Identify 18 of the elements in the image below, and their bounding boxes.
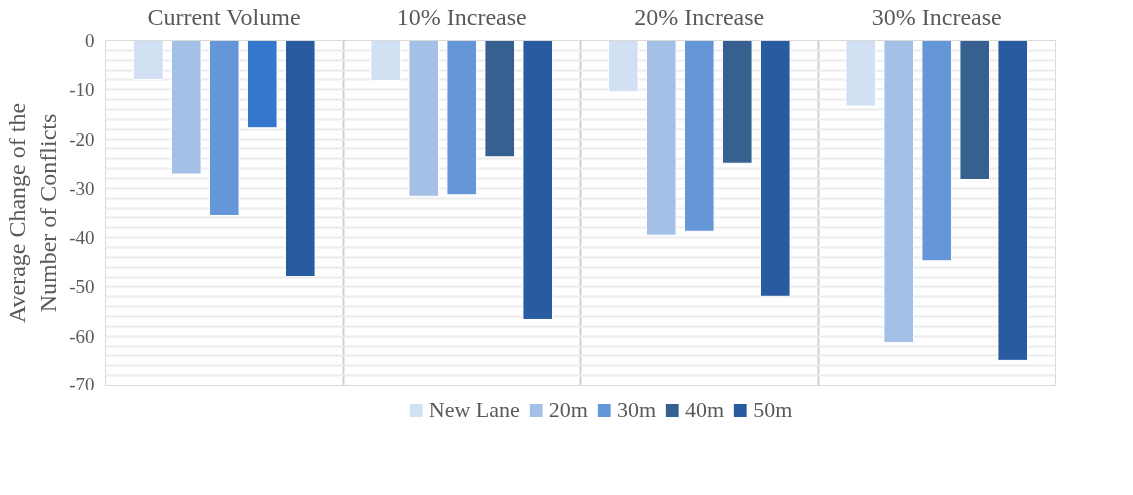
legend-label: New Lane	[428, 397, 520, 423]
x-tick-label: 20% Increase	[634, 3, 765, 30]
legend-label: 20m	[548, 397, 588, 423]
y-tick-label: 0	[85, 30, 95, 51]
x-tick-label: Current Volume	[147, 3, 301, 30]
x-tick-label: 30% Increase	[871, 3, 1002, 30]
y-tick-label: -70	[69, 373, 95, 395]
y-axis-title: Average Change of the Number of Conflicts	[3, 102, 62, 324]
legend-label: 40m	[685, 397, 725, 423]
legend-label: 50m	[753, 397, 793, 423]
y-tick-label: -60	[69, 325, 95, 347]
y-tick-label: -20	[69, 128, 95, 150]
x-tick-label: 10% Increase	[396, 3, 527, 30]
y-tick-label: -40	[69, 227, 95, 249]
y-tick-label: -50	[69, 276, 95, 298]
legend-label: 30m	[616, 397, 657, 423]
y-tick-label: -10	[69, 79, 95, 101]
y-tick-label: -30	[69, 177, 95, 199]
